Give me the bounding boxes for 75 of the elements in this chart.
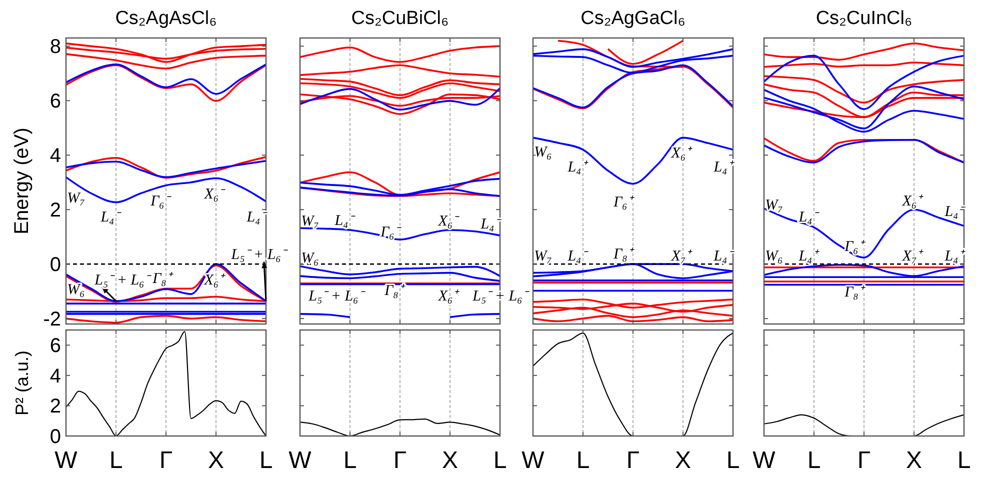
annotation: L₄⁻	[712, 248, 734, 265]
x-tick-label: Γ	[626, 447, 640, 474]
annotation: L₄⁻	[566, 248, 588, 265]
annotation: Γ₈⁺	[844, 284, 866, 301]
x-tick-label: X	[674, 447, 692, 474]
annotation: L₄⁺	[712, 159, 734, 176]
annotation: L₅⁻ + L₆⁻	[230, 246, 288, 263]
x-tick-label: L	[807, 447, 821, 474]
annotation: X₆⁺	[203, 272, 226, 288]
y-tick-label: 6	[50, 90, 61, 113]
x-tick-label: L	[343, 447, 357, 474]
annotation: X₆⁺	[901, 193, 924, 210]
annotation: W₇	[67, 190, 85, 207]
x-tick-label: W	[288, 447, 312, 474]
annotation: L₄⁺	[566, 159, 588, 176]
annotation: W₆	[301, 250, 319, 267]
annotation: X₇⁺	[901, 248, 924, 265]
chart-title: Cs₂AgGaCl₆	[580, 8, 686, 29]
x-tick-label: L	[493, 447, 507, 474]
x-tick-label: Γ	[857, 447, 871, 474]
annotation: L₄⁻	[100, 210, 122, 226]
x-tick-label: X	[906, 447, 922, 474]
y-tick-label: 8	[50, 36, 61, 58]
annotation: Γ₆⁻	[150, 193, 172, 210]
annotation: Γ₈⁺	[152, 270, 174, 287]
annotation: L₄⁺	[944, 248, 966, 265]
x-tick-label: L	[576, 447, 590, 474]
annotation: W₆	[534, 144, 552, 160]
annotation: Γ₈⁺	[612, 246, 634, 262]
y-tick-label: 6	[50, 335, 61, 358]
x-tick-label: W	[522, 447, 545, 474]
annotation: W₇	[765, 197, 783, 214]
x-tick-label: W	[752, 447, 776, 474]
x-tick-label: W	[54, 447, 78, 474]
annotation: Γ₆⁺	[844, 238, 866, 255]
y-tick-label: 4	[50, 145, 61, 168]
x-tick-label: X	[442, 447, 458, 474]
annotation: X₆⁻	[437, 214, 460, 230]
annotation: Γ₈⁺	[384, 283, 406, 300]
x-tick-label: L	[957, 447, 971, 474]
annotation: L₄⁻	[334, 213, 356, 230]
annotation: W₆	[67, 282, 85, 298]
y-tick-label: 2	[50, 200, 61, 222]
annotation: X₆⁻	[203, 186, 226, 203]
annotation: X₇⁺	[670, 248, 693, 265]
annotation: W₆	[765, 248, 783, 265]
annotation: L₅⁻ + L₆⁻	[94, 272, 152, 288]
annotation: Γ₆⁻	[380, 224, 402, 241]
x-tick-label: X	[208, 447, 224, 474]
annotation: L₅⁻ + L₆⁻	[308, 288, 366, 305]
y-axis-title: Energy (eV)	[11, 128, 33, 234]
chart-title: Cs₂AgAsCl₆	[115, 8, 217, 29]
annotation: L₄⁻	[944, 204, 966, 220]
chart-title: Cs₂CuBiCl₆	[351, 8, 449, 29]
y-tick-label: 4	[50, 365, 61, 388]
x-tick-label: L	[109, 447, 123, 474]
annotation: L₄⁻	[480, 216, 502, 232]
annotation: X₆⁺	[670, 146, 693, 162]
x-tick-label: Γ	[159, 447, 173, 474]
y-tick-label: 0	[50, 426, 61, 448]
x-tick-label: L	[726, 447, 740, 474]
annotation: Γ₆⁺	[612, 194, 634, 211]
annotation: W₇	[534, 248, 552, 265]
annotation: L₄⁻	[246, 210, 268, 226]
y-tick-label: -2	[43, 308, 61, 331]
annotation: X₆⁺	[437, 288, 460, 305]
y-axis-title: P² (a.u.)	[12, 350, 32, 416]
annotation: W₇	[301, 214, 319, 230]
y-tick-label: 2	[50, 396, 61, 418]
annotation: L₄⁺	[798, 248, 820, 265]
y-tick-label: 0	[50, 254, 61, 276]
x-tick-label: Γ	[393, 447, 407, 474]
chart-title: Cs₂CuInCl₆	[816, 8, 912, 29]
x-tick-label: L	[259, 447, 273, 474]
annotation: L₄⁻	[798, 210, 820, 226]
